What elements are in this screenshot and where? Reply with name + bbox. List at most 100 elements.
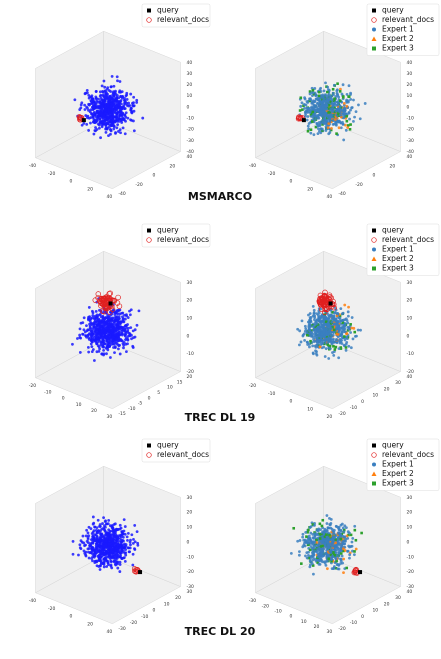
point xyxy=(112,327,116,330)
point xyxy=(303,339,307,342)
zticks-tick-label: 20 xyxy=(407,298,413,304)
point xyxy=(98,100,102,104)
point xyxy=(334,103,338,107)
xticks-tick-label: -20 xyxy=(48,171,55,177)
point xyxy=(327,114,331,117)
point xyxy=(326,85,330,89)
point xyxy=(306,330,310,333)
point xyxy=(324,347,328,351)
legend-box xyxy=(141,223,211,248)
point xyxy=(316,555,320,558)
zticks-tick-label: -30 xyxy=(187,584,194,590)
legend-label: Expert 1 xyxy=(382,460,414,469)
point xyxy=(107,534,110,538)
yticks-tick-label: 0 xyxy=(152,173,155,179)
point xyxy=(347,95,350,98)
point xyxy=(128,313,132,317)
point xyxy=(131,552,135,556)
point xyxy=(331,326,334,329)
point xyxy=(81,534,85,538)
point xyxy=(323,544,327,548)
point xyxy=(100,329,104,333)
point xyxy=(300,101,304,105)
point xyxy=(343,338,347,342)
point xyxy=(305,106,309,110)
point xyxy=(323,542,327,546)
back-right-pane xyxy=(323,250,401,372)
point xyxy=(322,345,326,349)
point xyxy=(97,113,100,117)
point xyxy=(135,101,139,104)
point xyxy=(321,341,325,345)
point xyxy=(330,320,334,324)
panel-caption: TREC DL 19 xyxy=(185,411,256,424)
legend-label: Expert 2 xyxy=(382,254,414,263)
point xyxy=(90,340,94,344)
point xyxy=(304,327,308,331)
point xyxy=(305,331,309,334)
point xyxy=(109,554,112,558)
point xyxy=(110,316,114,320)
point xyxy=(347,327,351,331)
point xyxy=(348,545,351,549)
point xyxy=(118,555,122,559)
point xyxy=(351,536,355,540)
point xyxy=(343,335,346,338)
point xyxy=(107,315,111,319)
point xyxy=(120,546,124,550)
point xyxy=(319,131,323,135)
point xyxy=(314,349,317,353)
point xyxy=(313,523,316,527)
point xyxy=(314,93,318,97)
point xyxy=(103,122,106,126)
point xyxy=(106,86,110,90)
point xyxy=(320,129,324,132)
relevant-doc xyxy=(104,295,110,301)
point xyxy=(308,345,311,349)
point xyxy=(319,337,323,341)
point xyxy=(342,138,346,142)
point xyxy=(325,567,329,571)
point xyxy=(84,550,88,554)
point xyxy=(317,319,321,323)
point xyxy=(346,314,350,318)
point xyxy=(126,337,130,341)
points xyxy=(295,81,367,142)
point xyxy=(316,326,320,330)
point xyxy=(339,106,343,110)
point xyxy=(342,343,346,347)
legend-label: query xyxy=(157,6,179,15)
point xyxy=(87,306,91,309)
point xyxy=(87,108,90,112)
point xyxy=(311,88,315,92)
point xyxy=(125,314,128,318)
point xyxy=(308,312,312,315)
point xyxy=(116,550,119,554)
point xyxy=(92,316,96,320)
point xyxy=(84,534,88,538)
point xyxy=(336,536,340,540)
point xyxy=(344,330,347,334)
point xyxy=(133,540,137,544)
point xyxy=(352,326,356,330)
point xyxy=(319,101,323,105)
point xyxy=(317,316,321,319)
zticks-tick-label: 0 xyxy=(407,104,410,110)
yticks-tick-label: -20 xyxy=(338,411,345,417)
point xyxy=(103,97,107,101)
point xyxy=(313,115,317,118)
point xyxy=(85,88,89,92)
point xyxy=(122,320,126,324)
point xyxy=(125,103,129,107)
point xyxy=(111,540,115,544)
point xyxy=(327,132,331,136)
point xyxy=(315,330,318,334)
point xyxy=(96,344,100,348)
point xyxy=(335,554,339,558)
point xyxy=(312,92,316,96)
legend-label: relevant_docs xyxy=(157,450,209,459)
point xyxy=(308,98,312,102)
point xyxy=(95,564,99,568)
point xyxy=(100,352,104,356)
